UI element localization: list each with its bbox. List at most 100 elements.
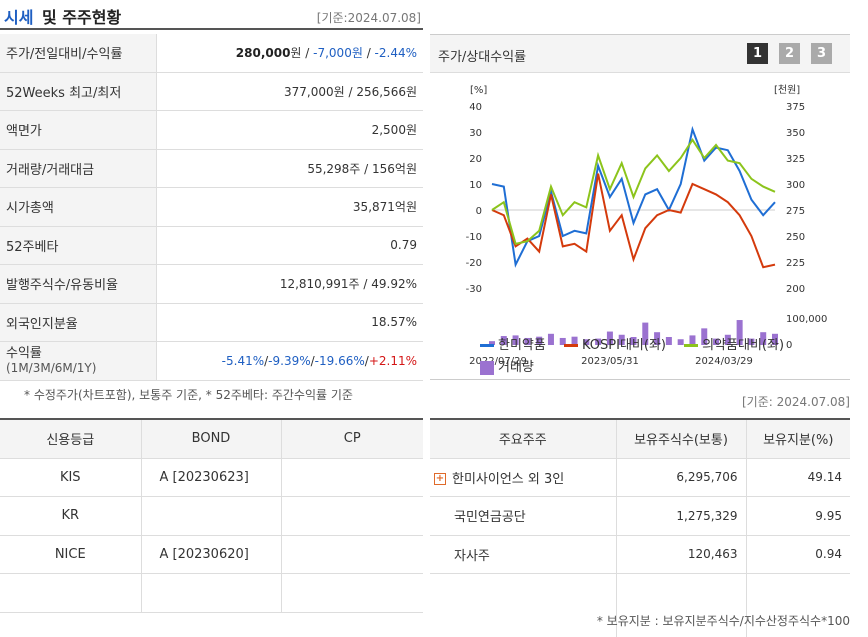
info-row-mcap: 시가총액 35,871억원 [0, 188, 423, 227]
chart-page-2-button[interactable]: 2 [779, 43, 800, 64]
holder-pct: 49.14 [746, 458, 850, 497]
major-shareholders-table: 주요주주 보유주식수(보통) 보유지분(%) + 한미사이언스 외 3인 6,29… [430, 418, 850, 637]
cp-rating [281, 496, 423, 536]
series-line-2 [491, 173, 776, 269]
price-label: 주가/전일대비/수익률 [0, 34, 157, 72]
volume-bar [571, 336, 578, 345]
price-value: 280,000 원 / -7,000원 / -2.44% [235, 45, 417, 61]
w52-value: 377,000원 / 256,566원 [284, 84, 417, 99]
rating-agency [0, 573, 142, 613]
volume-tick-label: 0 [786, 340, 792, 351]
x-tick-label: 2024/03/29 [695, 356, 753, 367]
price-footnote: * 수정주가(차트포함), 보통주 기준, * 52주베타: 주간수익률 기준 [24, 388, 353, 402]
legend-item: 한미약품 [480, 334, 546, 353]
volume-bar [489, 341, 495, 345]
cp-rating [281, 458, 423, 497]
base-date: [기준:2024.07.08] [316, 11, 421, 25]
legend-label: 한미약품 [498, 338, 546, 353]
volume-bar [701, 328, 708, 345]
holder-name: 자사주 [430, 535, 617, 574]
returns-value: -5.41% / -9.39% / -19.66% / +2.11% [157, 342, 423, 380]
holders-footnote: * 보유지분 : 보유지분주식수/지수산정주식수*100 [596, 614, 850, 628]
volume-bar [713, 338, 720, 345]
y-right-unit: [천원] [774, 84, 800, 96]
col-header-holder: 주요주주 [430, 420, 617, 459]
price-change: -7,000원 [313, 46, 363, 61]
series-line-3 [491, 137, 776, 245]
legend-label: KOSPI대비(좌) [581, 338, 666, 353]
bond-rating: A [20230620] [141, 535, 282, 574]
volume-bar [500, 336, 507, 345]
volume-bar [677, 339, 684, 345]
section-title-highlight: 시세 [4, 8, 34, 27]
volume-bar [630, 337, 637, 345]
mcap-value: 35,871억원 [352, 200, 417, 215]
shares-value: 12,810,991주 / 49.92% [279, 277, 417, 292]
y-right-tick-label: 325 [786, 154, 805, 165]
bond-rating: A [20230623] [141, 458, 282, 497]
volume-bar [606, 331, 613, 345]
legend-label: 의약품대비(좌) [702, 338, 785, 353]
current-price: 280,000 [235, 45, 291, 60]
bond-rating [141, 573, 282, 613]
info-row-volume: 거래량/거래대금 55,298주 / 156억원 [0, 149, 423, 188]
chart-page-1-button[interactable]: 1 [747, 43, 768, 64]
beta-label: 52주베타 [0, 226, 157, 264]
cp-rating [281, 535, 423, 574]
info-row-returns: 수익률 (1M/3M/6M/1Y) -5.41% / -9.39% / -19.66… [0, 342, 423, 381]
volume-value: 55,298주 / 156억원 [307, 161, 417, 176]
chart-legend: 한미약품 KOSPI대비(좌) 의약품대비(좌) 거래량 [480, 334, 840, 375]
par-label: 액면가 [0, 111, 157, 149]
beta-value: 0.79 [390, 238, 417, 253]
return-3m: -9.39% [268, 353, 311, 368]
price-info-table: 주가/전일대비/수익률 280,000 원 / -7,000원 / -2.44% … [0, 34, 423, 381]
volume-bar [760, 332, 767, 345]
table-row [430, 573, 850, 637]
holder-name: 한미사이언스 외 3인 [452, 471, 565, 487]
expand-plus-icon[interactable]: + [434, 473, 446, 486]
table-row: KIS A [20230623] [0, 458, 423, 497]
table-row: 자사주 120,463 0.94 [430, 535, 850, 574]
return-1y: +2.11% [368, 353, 417, 368]
rating-agency: NICE [0, 535, 142, 574]
col-header-bond: BOND [141, 420, 282, 459]
volume-bar [583, 339, 590, 345]
separator: / [364, 353, 369, 368]
foreign-label: 외국인지분율 [0, 303, 157, 341]
table-row: + 한미사이언스 외 3인 6,295,706 49.14 [430, 458, 850, 497]
bond-rating [141, 496, 282, 536]
volume-bar [547, 333, 554, 345]
y-right-tick-label: 375 [786, 102, 805, 113]
volume-bar [512, 335, 519, 345]
returns-sublabel: (1M/3M/6M/1Y) [6, 360, 97, 375]
volume-bar [536, 336, 543, 345]
volume-tick-label: 100,000 [786, 314, 827, 325]
y-left-unit: [%] [470, 85, 487, 96]
table-row: 국민연금공단 1,275,329 9.95 [430, 496, 850, 536]
info-row-foreign: 외국인지분율 18.57% [0, 303, 423, 342]
volume-bar [595, 338, 602, 345]
legend-item: KOSPI대비(좌) [563, 334, 666, 353]
holder-name-cell: + 한미사이언스 외 3인 [430, 458, 617, 497]
chart-page-3-button[interactable]: 3 [811, 43, 832, 64]
separator: / [264, 353, 269, 368]
returns-label-cell: 수익률 (1M/3M/6M/1Y) [0, 342, 157, 380]
return-1m: -5.41% [221, 353, 265, 368]
rating-agency: KIS [0, 458, 142, 497]
shares-label: 발행주식수/유동비율 [0, 265, 157, 303]
y-right-tick-label: 300 [786, 180, 805, 191]
table-row: KR [0, 496, 423, 536]
holder-shares: 120,463 [616, 535, 747, 574]
section-header: 시세 및 주주현황 [기준:2024.07.08] [0, 0, 423, 30]
w52-label: 52Weeks 최고/최저 [0, 72, 157, 110]
x-tick-label: 2023/05/31 [581, 356, 639, 367]
holder-shares: 6,295,706 [616, 458, 747, 497]
rating-agency: KR [0, 496, 142, 536]
section-title: 및 주주현황 [42, 8, 122, 27]
return-6m: -19.66% [314, 353, 365, 368]
info-row-beta: 52주베타 0.79 [0, 226, 423, 265]
foreign-value: 18.57% [371, 315, 417, 330]
volume-bar [642, 322, 649, 345]
legend-swatch [480, 360, 494, 375]
y-left-tick-label: -20 [466, 258, 482, 269]
